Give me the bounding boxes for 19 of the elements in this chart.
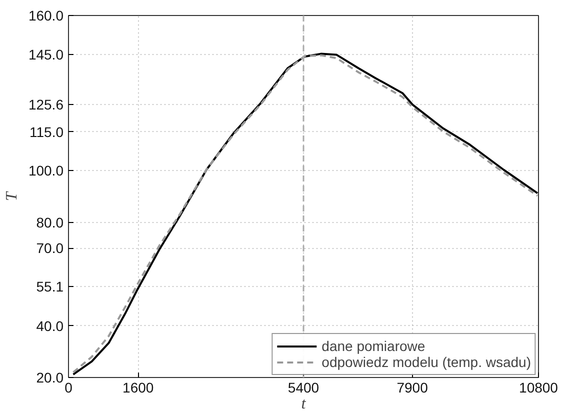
- y-tick-label: 100.0: [28, 162, 64, 179]
- y-tick-label: 145.0: [28, 46, 64, 62]
- y-tick-label: 115.0: [30, 124, 64, 140]
- legend-label: dane pomiarowe: [322, 338, 426, 354]
- y-tick-label: 55.1: [36, 278, 64, 295]
- x-axis-title: t: [301, 396, 306, 412]
- y-tick-label: 70.0: [36, 240, 64, 256]
- y-tick-label: 160.0: [28, 8, 64, 24]
- x-tick-label: 7900: [396, 380, 428, 396]
- y-tick-label: 20.0: [36, 370, 64, 386]
- x-tick-label: 1600: [122, 380, 154, 396]
- legend-label: odpowiedz modelu (temp. wsadu): [322, 354, 531, 370]
- x-tick-label: 0: [64, 380, 73, 396]
- y-tick-label: 125.6: [28, 96, 64, 112]
- x-tick-label: 5400: [288, 380, 320, 396]
- y-axis-title: T: [3, 190, 20, 201]
- x-tick-label: 10800: [519, 380, 558, 396]
- y-tick-label: 40.0: [36, 318, 64, 334]
- y-tick-label: 80.0: [36, 214, 64, 230]
